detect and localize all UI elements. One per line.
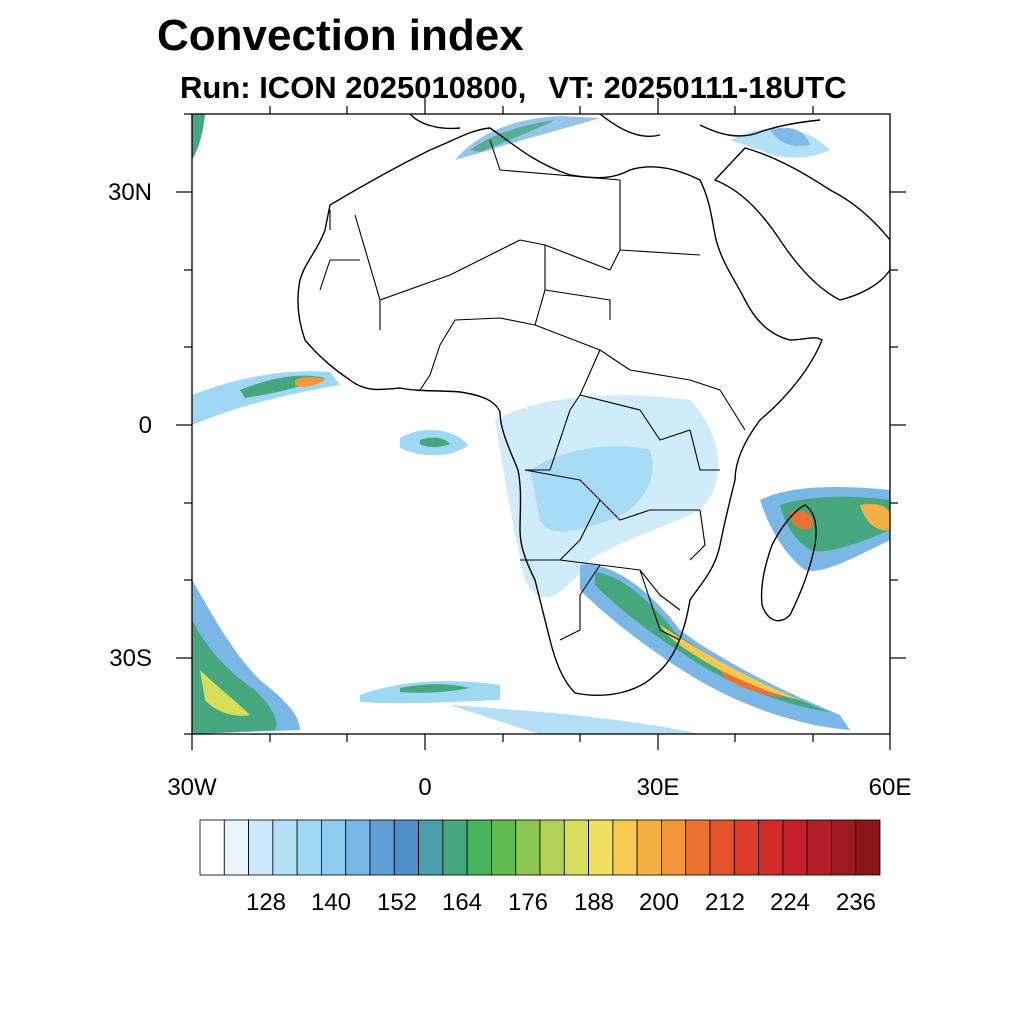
colorbar-label: 140 [310, 889, 352, 916]
field-nw-corner [192, 114, 205, 160]
colorbar-label: 152 [376, 889, 418, 916]
colorbar-label: 188 [573, 889, 615, 916]
colorbar-label: 176 [507, 889, 549, 916]
colorbar-swatch [685, 819, 711, 876]
colorbar-swatch [321, 819, 347, 876]
lat-label-30s: 30S [109, 645, 152, 672]
colorbar-swatch [758, 819, 784, 876]
field-indian-ocean-max [860, 503, 890, 531]
field-middle-east [730, 128, 830, 158]
europe-coastline [409, 114, 821, 137]
colorbar-swatch [806, 819, 832, 876]
lon-label-60e: 60E [868, 774, 912, 801]
colorbar-swatch [636, 819, 662, 876]
field-sw-corner-max [200, 670, 250, 716]
field-west-africa-max [295, 377, 325, 387]
colorbar-label: 200 [638, 889, 680, 916]
field-equatorial-patch-core [420, 437, 450, 447]
colorbar-label: 128 [245, 889, 287, 916]
colorbar-label: 164 [441, 889, 483, 916]
colorbar-swatch [612, 819, 638, 876]
colorbar-swatch [733, 819, 759, 876]
colorbar-swatch [588, 819, 614, 876]
lon-label-30w: 30W [167, 774, 217, 801]
colorbar-swatch [393, 819, 419, 876]
colorbar-swatch [296, 819, 322, 876]
colorbar-swatch [199, 819, 225, 876]
axis-ticks [176, 98, 906, 750]
colorbar-swatch [466, 819, 492, 876]
lon-label-30e: 30E [636, 774, 680, 801]
colorbar-label: 212 [704, 889, 746, 916]
colorbar-label: 224 [769, 889, 811, 916]
field-south-atlantic-core [400, 684, 470, 693]
colorbar-swatch [442, 819, 468, 876]
colorbar-swatch [345, 819, 371, 876]
map-title: Convection index [157, 11, 524, 60]
colorbar-swatch [709, 819, 735, 876]
convection-field [192, 114, 890, 734]
colorbar-swatch [418, 819, 444, 876]
colorbar [199, 819, 881, 876]
colorbar-swatch [831, 819, 857, 876]
colorbar-swatch [272, 819, 298, 876]
country-borders [319, 139, 746, 641]
colorbar-swatch [563, 819, 589, 876]
colorbar-swatch [855, 819, 881, 876]
africa-coastline [297, 127, 823, 696]
colorbar-swatch [515, 819, 541, 876]
map-subtitle: Run: ICON 2025010800, VT: 20250111-18UTC [180, 72, 846, 103]
arabia-coastline [714, 147, 890, 301]
lat-label-30n: 30N [107, 179, 152, 206]
valid-time-label: VT: 20250111-18UTC [548, 70, 847, 105]
field-south-africa-core [595, 572, 830, 712]
field-mediterranean [455, 116, 600, 160]
run-label: Run: ICON 2025010800, [180, 70, 527, 105]
madagascar-coastline [760, 504, 817, 622]
colorbar-swatch [539, 819, 565, 876]
lat-label-0: 0 [138, 412, 152, 439]
field-middle-east-core [770, 127, 810, 147]
colorbar-swatch [369, 819, 395, 876]
lon-label-0: 0 [418, 774, 432, 801]
coastlines [297, 114, 890, 696]
field-madagascar-max [790, 510, 813, 530]
colorbar-label: 236 [835, 889, 877, 916]
map-frame [191, 113, 891, 735]
field-southern-band [450, 705, 700, 734]
colorbar-swatch [782, 819, 808, 876]
colorbar-swatch [491, 819, 517, 876]
colorbar-swatch [248, 819, 274, 876]
field-central-africa-mid [530, 446, 653, 532]
colorbar-swatch [223, 819, 249, 876]
colorbar-swatch [661, 819, 687, 876]
